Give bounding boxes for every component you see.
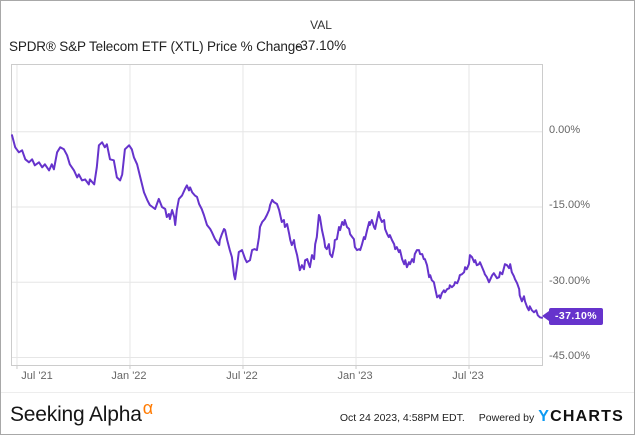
footer-divider xyxy=(1,392,634,393)
seeking-alpha-logo[interactable]: Seeking Alphaα xyxy=(10,398,153,427)
y-axis-label: -15.00% xyxy=(549,199,590,212)
y-axis-label: 0.00% xyxy=(549,124,581,137)
alpha-symbol-icon: α xyxy=(142,398,153,418)
y-axis-label: -30.00% xyxy=(549,274,590,287)
price-line-chart[interactable] xyxy=(11,65,543,369)
current-value: -37.10% xyxy=(295,38,347,53)
x-axis-label: Jul '23 xyxy=(452,370,484,382)
ycharts-wordmark: CHARTS xyxy=(550,408,624,425)
plot-area[interactable] xyxy=(11,64,543,369)
chart-timestamp: Oct 24 2023, 4:58PM EDT. xyxy=(339,412,465,424)
powered-by-label: Powered by xyxy=(478,412,535,424)
x-axis-label: Jul '21 xyxy=(21,370,53,382)
price-series-line xyxy=(11,134,543,319)
x-axis-label: Jan '22 xyxy=(111,370,147,382)
chart-title: SPDR® S&P Telecom ETF (XTL) Price % Chan… xyxy=(9,39,303,54)
ycharts-y-icon: Y xyxy=(538,408,551,425)
y-axis-label: -45.00% xyxy=(549,349,590,362)
val-column: VAL -37.10% xyxy=(277,18,365,54)
x-axis-label: Jul '22 xyxy=(226,370,258,382)
seeking-alpha-wordmark: Seeking Alpha xyxy=(10,403,142,426)
last-value-badge: -37.10% xyxy=(542,308,603,326)
x-axis-label: Jan '23 xyxy=(337,370,373,382)
attribution-bar: Oct 24 2023, 4:58PM EDT. Powered by YCHA… xyxy=(340,408,624,426)
val-header-label: VAL xyxy=(310,18,332,32)
ycharts-logo[interactable]: YCHARTS xyxy=(538,408,624,426)
